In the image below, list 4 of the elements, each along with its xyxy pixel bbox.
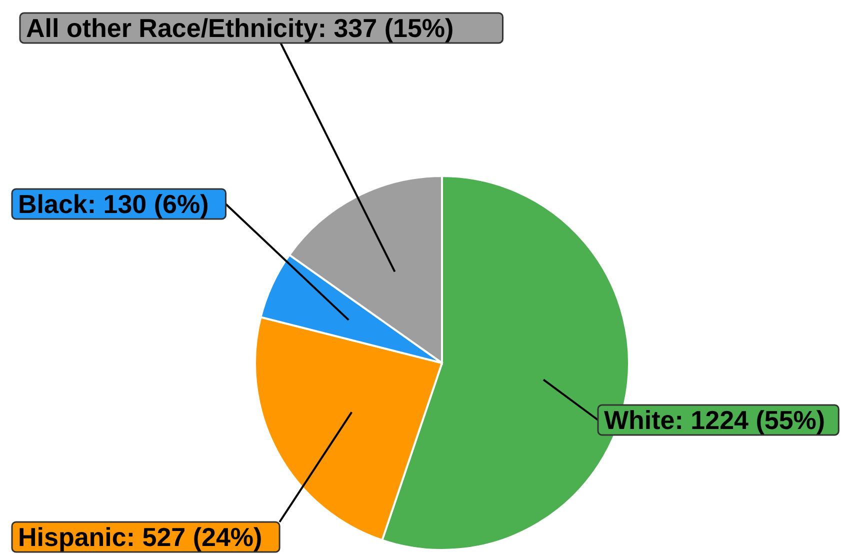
- slice-label: White: 1224 (55%): [604, 405, 826, 435]
- slice-label: All other Race/Ethnicity: 337 (15%): [26, 13, 454, 43]
- slice-label: Black: 130 (6%): [18, 189, 209, 219]
- slice-label: Hispanic: 527 (24%): [18, 522, 262, 552]
